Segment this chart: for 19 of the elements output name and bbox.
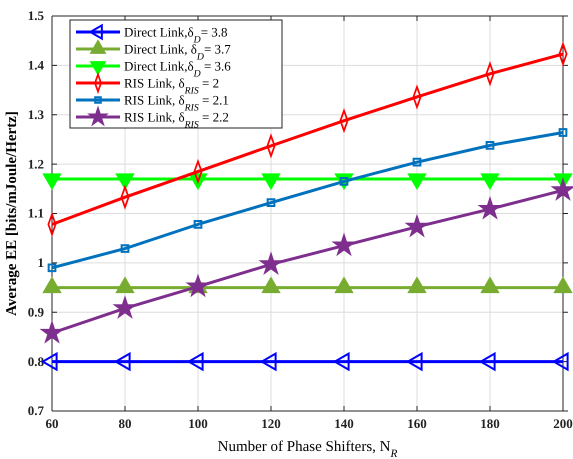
y-tick-label: 0.8 — [28, 354, 44, 369]
x-tick-label: 60 — [46, 416, 58, 432]
x-tick-label: 200 — [553, 416, 573, 432]
x-tick-label: 100 — [188, 416, 208, 432]
x-tick-label: 160 — [407, 416, 427, 432]
x-tick-label: 120 — [261, 416, 281, 432]
x-axis-title: Number of Phase Shifters, N$_{R}$ — [218, 439, 398, 459]
x-tick-label: 80 — [118, 416, 132, 432]
y-tick-label: 1.5 — [28, 8, 44, 24]
y-tick-label: 1.1 — [28, 206, 44, 221]
y-tick-label: 1.3 — [28, 106, 44, 122]
x-tick-label: 180 — [480, 416, 500, 432]
y-axis-title: Average EE [bits/mJoule/Hertz] — [4, 111, 20, 316]
y-tick-label: 0.9 — [28, 304, 44, 320]
y-tick-label: 1.4 — [28, 58, 44, 73]
x-tick-label: 140 — [334, 416, 354, 432]
y-tick-label: 1 — [38, 255, 44, 270]
y-tick-label: 0.7 — [28, 403, 44, 418]
y-tick-label: 1.2 — [28, 156, 44, 172]
